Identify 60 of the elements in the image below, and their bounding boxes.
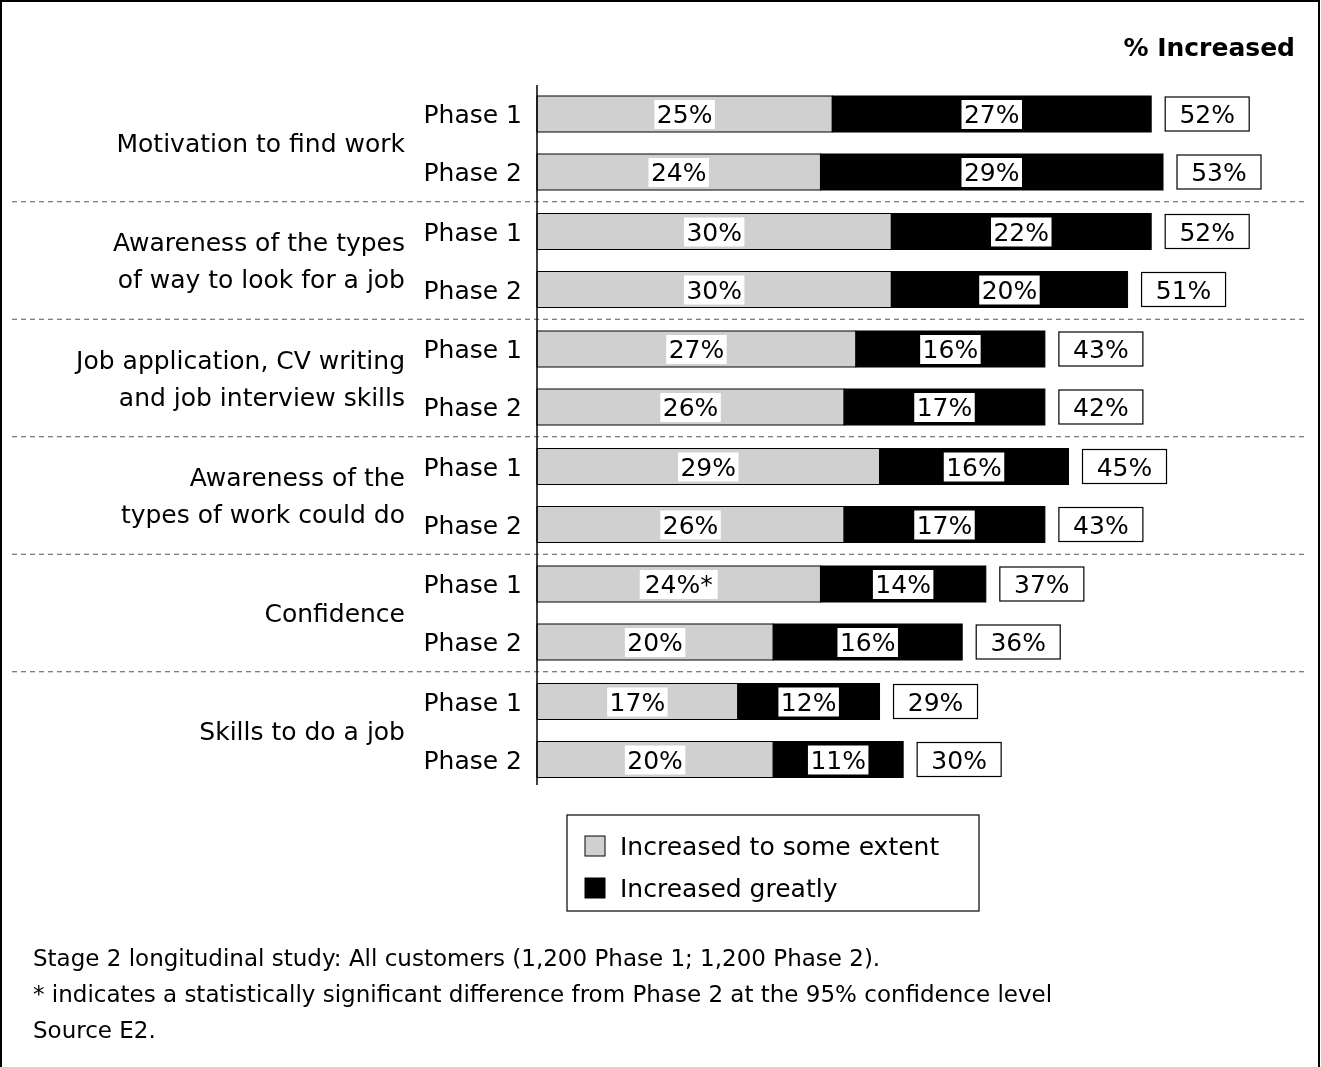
data-label: 14%: [875, 570, 931, 599]
y-tick-label: Phase 2: [423, 745, 522, 775]
text: Skills to do a job: [199, 716, 405, 746]
data-label: 20%: [627, 628, 683, 657]
text: Awareness of the types of way to look for a job: [112, 228, 405, 294]
data-label: 30%: [686, 217, 742, 247]
y-tick-label: Phase 2: [423, 158, 522, 187]
text: Confidence: [264, 599, 405, 628]
total-label: 42%: [1073, 393, 1129, 422]
total-label: 52%: [1179, 100, 1235, 129]
data-label: 29%: [963, 158, 1020, 187]
text: % Increased: [1123, 33, 1295, 62]
data-label: 17%: [916, 393, 973, 422]
data-label: 26%: [662, 393, 719, 422]
y-tick-label: Phase 2: [423, 510, 522, 540]
data-label: 12%: [780, 687, 837, 717]
text: Job application, CV writing and job interview skills: [74, 345, 405, 412]
total-label: 37%: [1014, 570, 1070, 599]
data-label: 27%: [668, 335, 725, 364]
total-label: 43%: [1073, 510, 1129, 540]
data-label: 20%: [627, 745, 683, 775]
y-tick-label: Phase 1: [423, 100, 522, 129]
data-label: 24%: [650, 158, 707, 187]
data-label: 16%: [839, 628, 896, 657]
data-label: 20%: [981, 275, 1038, 305]
data-label: 27%: [963, 100, 1020, 129]
data-label: 30%: [686, 275, 742, 305]
data-label: 16%: [946, 452, 1002, 482]
total-label: 43%: [1073, 335, 1129, 364]
y-tick-label: Phase 1: [423, 217, 522, 247]
source-note: Source E2.: [33, 1017, 156, 1043]
data-label: 17%: [916, 510, 973, 540]
data-label: 17%: [609, 687, 666, 717]
text: Stage 2 longitudinal study: All customers (1,200 Phase 1; 1,200 Phase 2).: [33, 945, 881, 971]
data-label: 24%*: [644, 570, 713, 599]
total-label: 36%: [990, 628, 1046, 657]
text: Awareness of the types of work could do: [120, 463, 405, 529]
total-label: 52%: [1179, 217, 1235, 247]
y-tick-label: Phase 2: [423, 275, 522, 305]
y-tick-label: Phase 2: [423, 628, 522, 657]
y-tick-label: Phase 1: [423, 570, 522, 599]
y-tick-label: Phase 1: [423, 335, 522, 364]
total-label: 51%: [1155, 275, 1212, 305]
total-label: 29%: [907, 687, 964, 717]
y-tick-label: Phase 2: [423, 393, 522, 422]
data-label: 25%: [656, 100, 713, 129]
data-label: 11%: [810, 745, 866, 775]
data-label: 29%: [680, 452, 737, 482]
legend-label: Increased greatly: [620, 874, 838, 903]
data-label: 26%: [662, 510, 719, 540]
y-tick-label: Phase 1: [423, 452, 522, 482]
y-tick-label: Phase 1: [423, 687, 522, 717]
legend-label: Increased to some extent: [620, 832, 940, 861]
data-label: 16%: [922, 335, 979, 364]
data-label: 22%: [993, 217, 1050, 247]
total-label: 45%: [1096, 452, 1153, 482]
text: * indicates a statistically significant difference from Phase 2 at the 95% confidence level: [33, 981, 1053, 1007]
total-label: 53%: [1191, 158, 1247, 187]
total-label: 30%: [931, 745, 987, 775]
text: Motivation to find work: [116, 129, 406, 158]
